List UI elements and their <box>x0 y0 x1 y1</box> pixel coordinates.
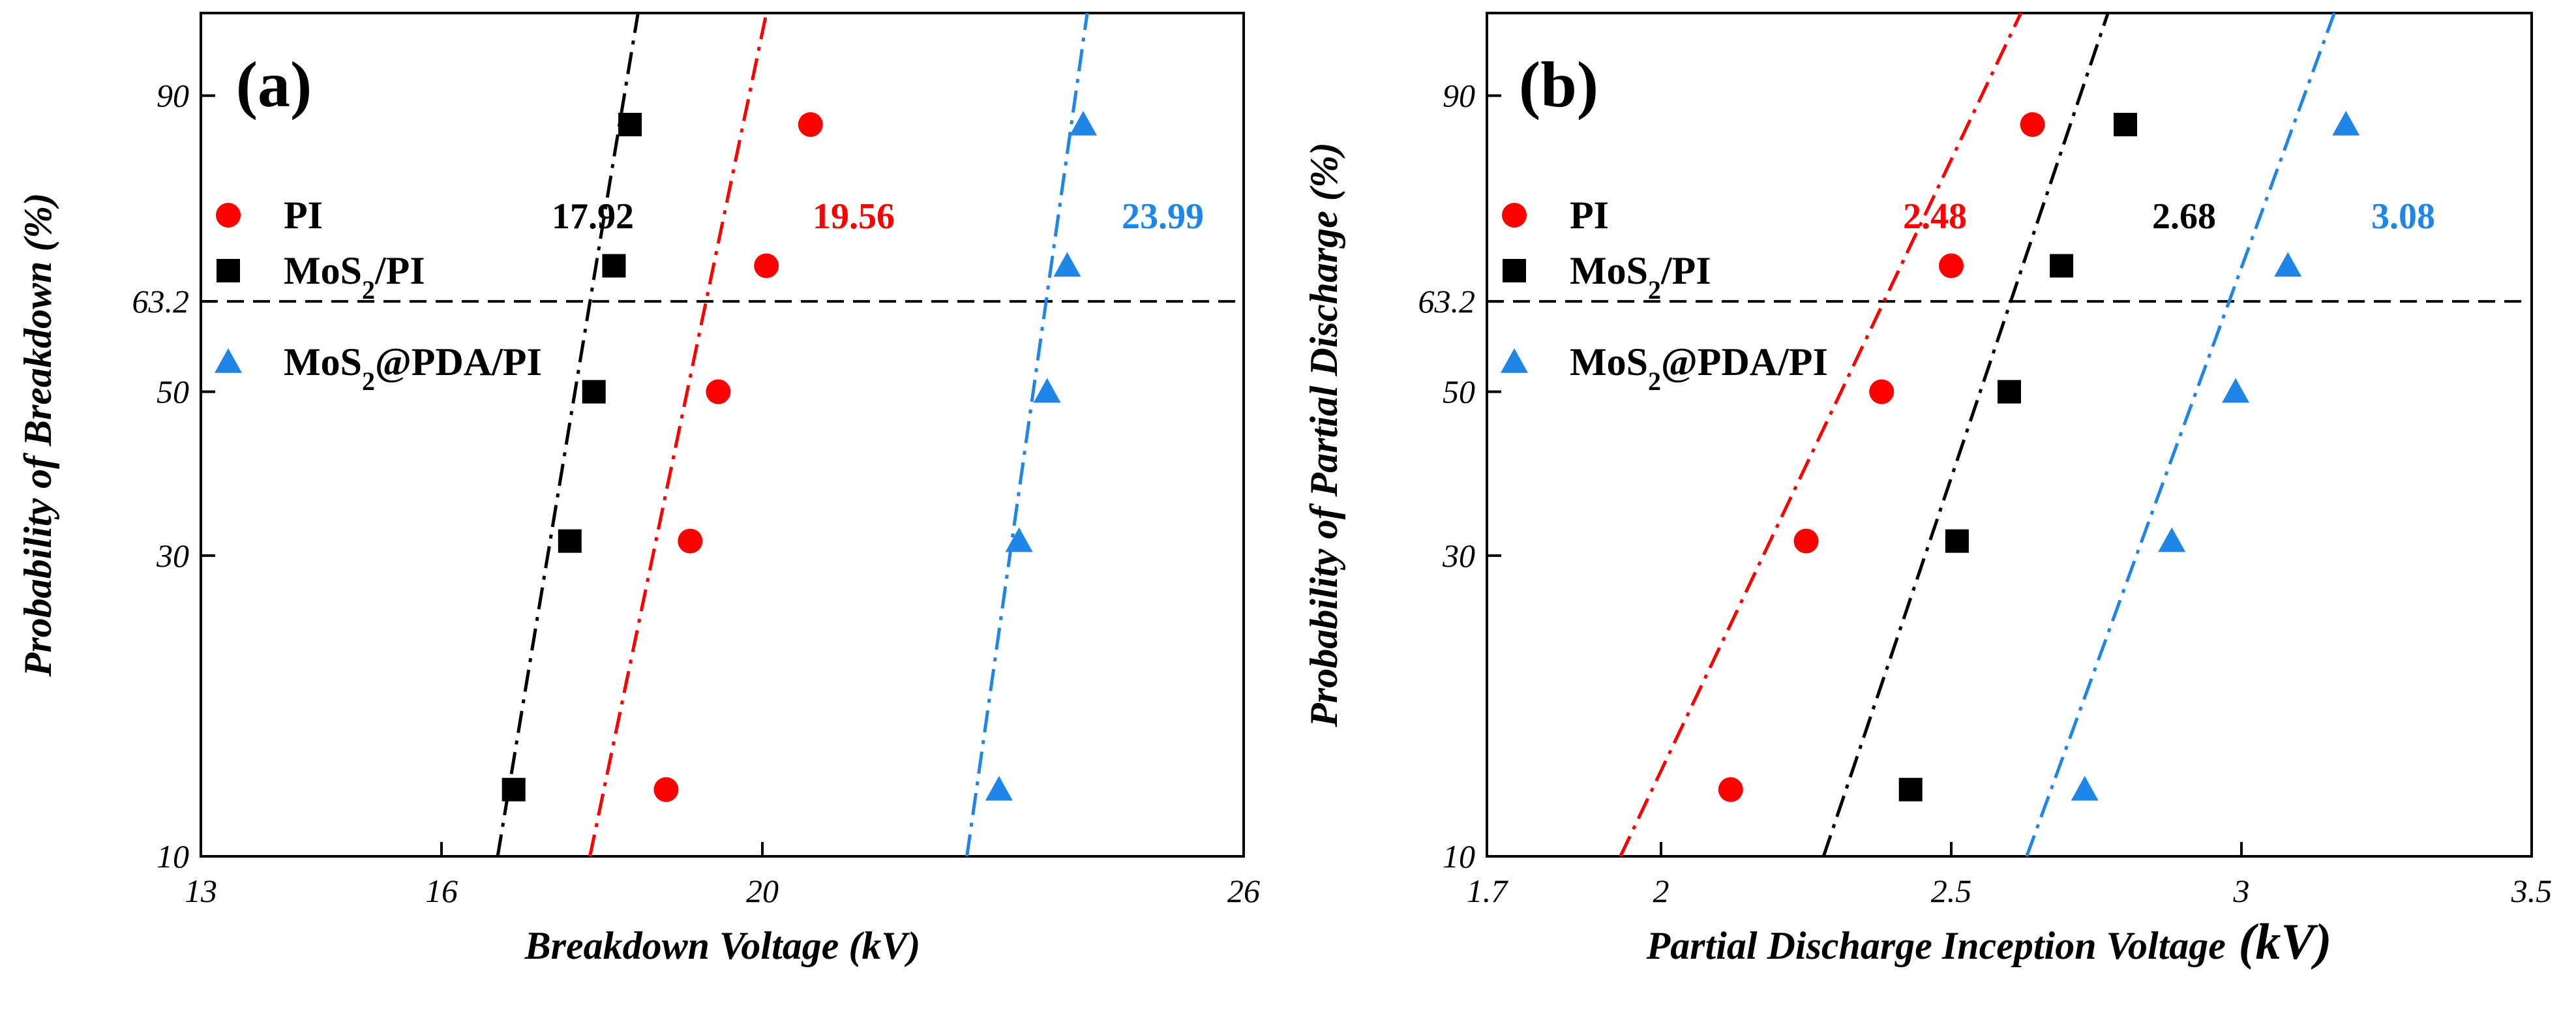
y-axis-title: Probability of Breakdown (%) <box>16 193 59 678</box>
legend-marker <box>215 348 242 373</box>
eta-label: 17.92 <box>552 196 634 237</box>
data-point-pi <box>1793 528 1819 554</box>
y-tick-label: 30 <box>156 537 189 574</box>
eta-label: 3.08 <box>2371 196 2435 237</box>
data-point-pi <box>1869 379 1895 404</box>
plot-frame <box>1486 12 2533 858</box>
fit-line-mos2-pi <box>1821 12 2110 857</box>
fit-line-pi <box>588 12 768 857</box>
data-point-mos2-pi <box>582 380 606 404</box>
y-tick-label: 90 <box>1443 78 1475 114</box>
x-tick-label: 2.5 <box>1931 873 1972 909</box>
legend-marker <box>1503 259 1526 282</box>
y-tick-label: 50 <box>157 374 189 410</box>
x-tick-label: 3.5 <box>2511 873 2553 909</box>
eta-label: 2.68 <box>2152 196 2216 237</box>
x-axis-title: Breakdown Voltage (kV) <box>524 924 921 967</box>
data-point-mos2-pi <box>1945 529 1969 553</box>
data-point-mos2-pi <box>2050 254 2074 278</box>
data-point-pi <box>706 379 731 404</box>
x-tick-label: 13 <box>185 873 217 909</box>
x-tick-label: 16 <box>425 873 458 909</box>
data-point-mos2-pda-pi <box>2332 110 2360 136</box>
legend-label: PI <box>1570 194 1609 237</box>
legend-marker <box>1502 203 1527 228</box>
data-point-mos2-pi <box>602 254 626 278</box>
data-point-mos2-pi <box>558 529 582 553</box>
legend-marker <box>217 259 240 282</box>
x-tick-label: 20 <box>746 873 779 909</box>
eta-label: 2.48 <box>1903 196 1967 237</box>
data-point-pi <box>1939 253 1964 278</box>
data-point-mos2-pda-pi <box>1033 378 1061 403</box>
data-point-mos2-pda-pi <box>1005 527 1033 552</box>
panel-label: (b) <box>1519 48 1598 121</box>
x-tick-label: 2 <box>1653 873 1670 909</box>
legend-label: MoS2@PDA/PI <box>284 340 542 396</box>
data-point-pi <box>678 528 703 554</box>
eta-label: 19.56 <box>813 196 895 237</box>
data-point-pi <box>754 253 779 278</box>
legend-marker <box>216 203 241 228</box>
fit-line-pi <box>1619 12 2023 858</box>
legend-label: MoS2/PI <box>1570 249 1711 305</box>
panel-label: (a) <box>236 48 312 121</box>
eta-label: 23.99 <box>1122 196 1204 237</box>
data-point-pi <box>1718 777 1743 802</box>
data-point-mos2-pi <box>1898 777 1923 802</box>
data-point-mos2-pi <box>618 112 642 136</box>
data-point-mos2-pda-pi <box>1053 252 1081 277</box>
data-point-mos2-pda-pi <box>1070 110 1097 136</box>
fit-line-mos2-pi <box>496 12 640 857</box>
data-point-mos2-pda-pi <box>2274 252 2302 277</box>
data-point-mos2-pi <box>1998 380 2021 404</box>
fit-line-mos2-pda-pi <box>965 12 1089 857</box>
y-tick-label: 63.2 <box>1418 283 1476 320</box>
plot-frame <box>200 12 1245 858</box>
data-point-pi <box>2020 112 2045 137</box>
y-tick-label: 63.2 <box>132 283 190 320</box>
x-tick-label: 3 <box>2233 873 2250 909</box>
data-point-pi <box>653 777 679 802</box>
chart-panel-b: 10 30 50 63.2 90 1.7 2 2.5 3 3.5 2.48 2.68 3.08 PI MoS… <box>1302 12 2553 970</box>
legend-label: MoS2@PDA/PI <box>1570 340 1828 396</box>
y-tick-label: 30 <box>1442 537 1475 574</box>
x-axis-title: Partial Discharge Inception Voltage (kV) <box>1646 913 2332 970</box>
y-tick-label: 10 <box>1443 838 1475 875</box>
data-point-mos2-pi <box>2114 112 2137 136</box>
legend-marker <box>1501 348 1528 373</box>
x-tick-label: 26 <box>1227 873 1260 909</box>
fit-line-mos2-pda-pi <box>2025 12 2336 857</box>
legend-label: PI <box>284 194 323 237</box>
data-point-mos2-pda-pi <box>985 775 1013 801</box>
y-tick-label: 90 <box>157 78 189 114</box>
data-point-mos2-pda-pi <box>2158 527 2186 552</box>
y-tick-label: 50 <box>1443 374 1475 410</box>
y-tick-label: 10 <box>157 838 189 875</box>
data-point-mos2-pda-pi <box>2222 378 2250 403</box>
data-point-mos2-pda-pi <box>2071 775 2099 801</box>
x-tick-label: 1.7 <box>1467 873 1509 909</box>
data-point-pi <box>798 112 823 137</box>
y-axis-title: Probability of Partial Discharge (%) <box>1302 142 1345 728</box>
chart-panel-a: 10 30 50 63.2 90 13 16 20 26 19.56 17.92 23.99 PI MoS… <box>16 12 1260 967</box>
legend-label: MoS2/PI <box>284 249 425 305</box>
data-point-mos2-pi <box>502 777 526 802</box>
